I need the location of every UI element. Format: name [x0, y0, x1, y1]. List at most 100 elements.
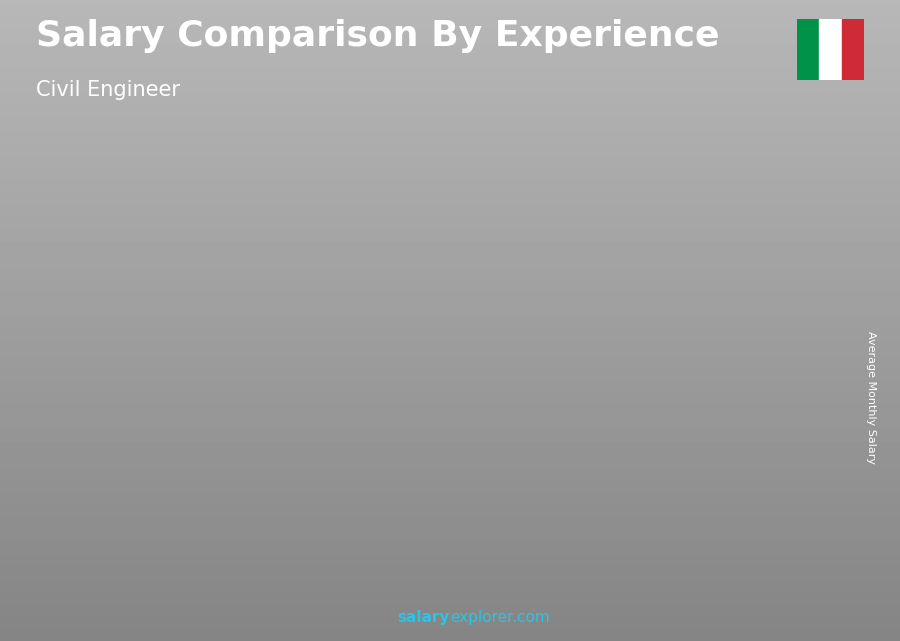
Bar — [584, 276, 651, 282]
Bar — [201, 519, 267, 522]
Bar — [73, 453, 140, 455]
Bar — [712, 421, 778, 426]
Bar — [712, 460, 778, 465]
Bar — [456, 335, 523, 339]
Bar — [584, 324, 651, 329]
Bar — [712, 515, 778, 520]
Bar — [73, 440, 140, 442]
Bar — [73, 542, 140, 544]
Bar — [584, 407, 651, 413]
Bar — [456, 368, 523, 372]
Bar — [73, 528, 140, 530]
Bar — [73, 487, 140, 489]
Bar — [712, 328, 778, 333]
Bar — [328, 386, 395, 390]
Bar — [584, 559, 651, 564]
Bar — [328, 398, 395, 402]
Bar — [328, 358, 395, 362]
Bar — [73, 557, 140, 560]
Bar — [584, 402, 651, 407]
Bar — [201, 437, 267, 440]
Bar — [201, 430, 267, 433]
Bar — [584, 475, 651, 481]
Bar — [328, 366, 395, 370]
Bar — [328, 469, 395, 473]
Bar — [328, 462, 395, 465]
Bar — [201, 424, 267, 428]
Bar — [328, 378, 395, 382]
Bar — [328, 426, 395, 429]
Bar — [584, 470, 651, 475]
Bar — [456, 401, 523, 406]
Bar — [712, 542, 778, 547]
Bar — [201, 543, 267, 546]
Bar — [712, 311, 778, 317]
Bar — [456, 420, 523, 426]
Bar — [73, 489, 140, 492]
Bar — [73, 428, 140, 430]
Bar — [456, 378, 523, 382]
Bar — [73, 435, 140, 437]
Bar — [712, 492, 778, 498]
Bar — [456, 411, 523, 416]
Bar — [584, 251, 651, 256]
Bar — [584, 339, 651, 344]
Bar — [712, 283, 778, 289]
Bar — [712, 344, 778, 349]
Bar — [584, 506, 651, 512]
Bar — [328, 504, 395, 509]
Bar — [73, 553, 140, 555]
Text: Civil Engineer: Civil Engineer — [36, 80, 180, 100]
Bar — [456, 315, 523, 320]
Bar — [73, 555, 140, 557]
Bar — [712, 294, 778, 300]
Bar — [712, 481, 778, 487]
Bar — [712, 476, 778, 481]
Bar — [712, 509, 778, 515]
Bar — [73, 517, 140, 519]
Bar — [584, 512, 651, 517]
Bar — [328, 370, 395, 374]
Bar — [201, 534, 267, 537]
Bar — [201, 421, 267, 424]
Bar — [712, 333, 778, 338]
Bar — [584, 313, 651, 319]
Bar — [328, 544, 395, 548]
Polygon shape — [523, 260, 539, 564]
Bar — [73, 460, 140, 462]
Bar — [328, 374, 395, 378]
Bar — [328, 528, 395, 533]
Bar — [328, 437, 395, 442]
Bar — [456, 397, 523, 401]
Bar — [842, 19, 864, 80]
Bar — [712, 377, 778, 383]
Bar — [712, 239, 778, 245]
Bar — [328, 410, 395, 413]
Bar — [456, 382, 523, 387]
Bar — [201, 382, 267, 385]
Polygon shape — [778, 217, 795, 564]
Bar — [201, 488, 267, 491]
Bar — [712, 251, 778, 256]
Bar — [73, 458, 140, 460]
Bar — [328, 331, 395, 335]
Text: explorer.com: explorer.com — [450, 610, 550, 625]
Bar — [201, 540, 267, 543]
Bar — [712, 256, 778, 262]
Text: 2,750 EUR: 2,750 EUR — [204, 348, 274, 362]
Bar — [456, 363, 523, 368]
Bar — [456, 449, 523, 454]
Bar — [456, 301, 523, 306]
Bar — [584, 334, 651, 339]
Bar — [201, 537, 267, 540]
Bar — [712, 349, 778, 355]
Bar — [456, 545, 523, 550]
Bar — [456, 473, 523, 478]
Bar — [712, 454, 778, 460]
Bar — [584, 344, 651, 350]
Bar — [73, 467, 140, 469]
Bar — [328, 453, 395, 457]
Bar — [584, 454, 651, 460]
Bar — [712, 553, 778, 558]
Bar — [201, 476, 267, 479]
